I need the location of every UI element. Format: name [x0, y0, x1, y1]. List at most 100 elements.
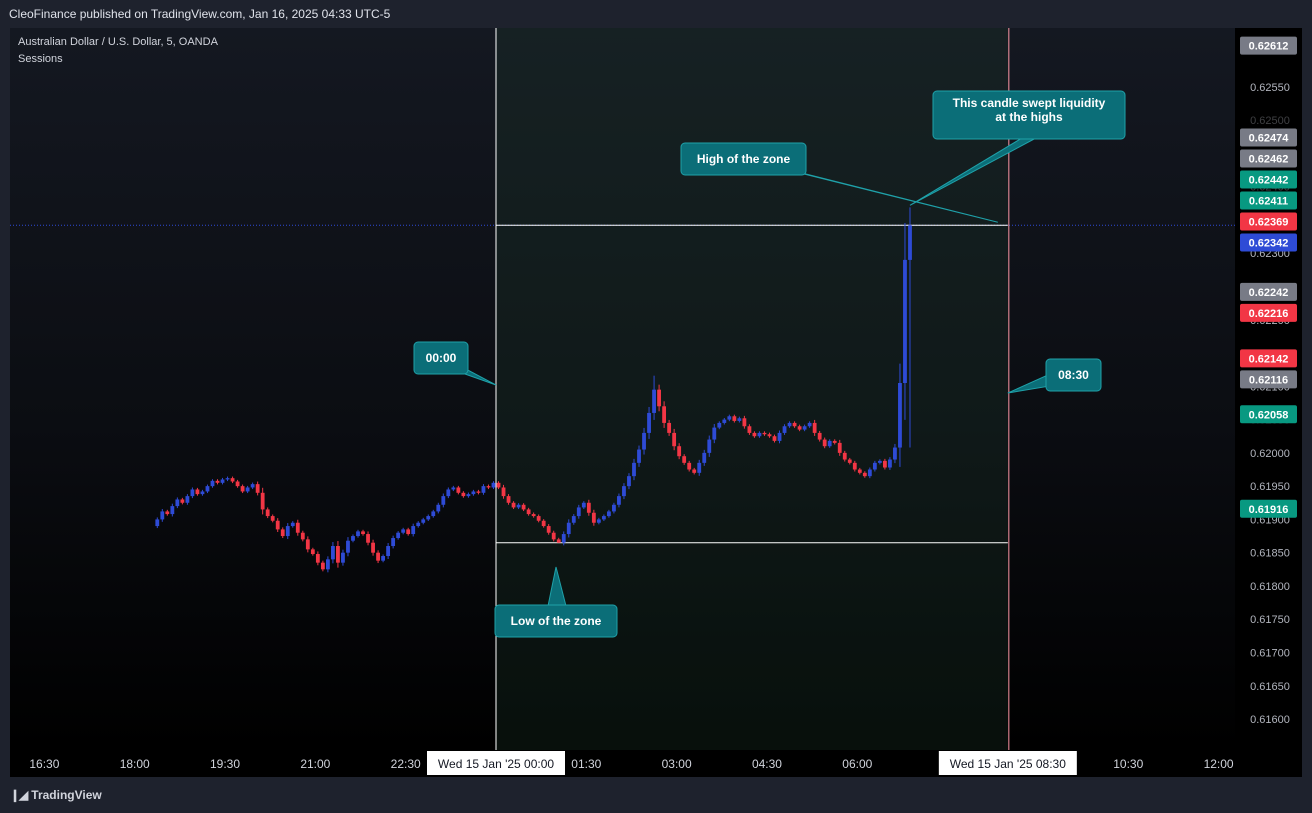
candle-body [647, 412, 651, 433]
candle-body [596, 519, 601, 523]
candle-body [627, 476, 631, 487]
candle-body [185, 496, 190, 503]
time-tick-label: 03:00 [662, 757, 692, 771]
time-axis[interactable] [10, 750, 1302, 777]
callout-box [1045, 358, 1102, 392]
price-badge: 0.62116 [1240, 370, 1297, 389]
candle-body [822, 439, 827, 447]
candle-body [857, 469, 862, 473]
candle-body [471, 491, 476, 495]
time-tick-label: 12:00 [1204, 757, 1234, 771]
candle-body [426, 516, 431, 520]
candle-body [205, 486, 210, 492]
publish-info: CleoFinance published on TradingView.com… [9, 7, 391, 21]
candle-body [672, 432, 677, 447]
chart-legend: Australian Dollar / U.S. Dollar, 5, OAND… [18, 34, 218, 68]
candle-body [476, 491, 481, 493]
candle-body [255, 484, 260, 493]
tradingview-logo[interactable]: ❙◢ TradingView [10, 788, 102, 802]
price-badge-value: 0.62058 [1249, 409, 1289, 421]
callout-text: This candle swept liquidity [953, 96, 1106, 110]
candle-body [371, 542, 375, 553]
publish-header: CleoFinance published on TradingView.com… [0, 0, 1312, 28]
candle-body [576, 507, 581, 517]
price-badge: 0.62474 [1240, 128, 1297, 147]
candle-body [541, 520, 546, 527]
callout-box [680, 142, 807, 176]
candle-body [511, 502, 516, 508]
candle-body [190, 489, 195, 497]
candle-body [431, 511, 436, 517]
candle-body [165, 511, 170, 515]
candle-body [391, 538, 396, 547]
price-tick-label: 0.61700 [1250, 647, 1290, 659]
candle-body [245, 487, 250, 492]
session-zone-fill [496, 28, 1008, 750]
candle-body [351, 536, 355, 541]
candle-body [877, 460, 882, 463]
callout-text: 08:30 [1058, 368, 1089, 382]
time-tick-label: 16:30 [29, 757, 59, 771]
candle-body [215, 480, 220, 483]
date-label-text: Wed 15 Jan '25 00:00 [438, 757, 554, 771]
candle-body [225, 478, 230, 480]
candle-body [722, 419, 727, 423]
callout-box [932, 90, 1126, 140]
candle-body [220, 479, 225, 483]
time-tick-label: 06:00 [842, 757, 872, 771]
price-badge-bg [1240, 282, 1297, 301]
price-badge: 0.62342 [1240, 233, 1297, 252]
price-axis[interactable] [1235, 28, 1302, 750]
candle-body [862, 472, 867, 477]
candle-body [586, 502, 591, 513]
price-badge-bg [1240, 370, 1297, 389]
indicator-name[interactable]: Sessions [18, 53, 63, 65]
candle-body [817, 432, 822, 440]
candle-body [787, 422, 792, 427]
price-badge-bg [1240, 233, 1297, 252]
candle-body [807, 422, 812, 427]
price-badge-value: 0.62142 [1249, 353, 1289, 365]
candle-body [792, 422, 797, 427]
candle-body [546, 526, 551, 533]
candle-body [677, 446, 682, 457]
candle-body [461, 492, 466, 497]
price-tick-label: 0.61850 [1250, 548, 1290, 560]
footer: ❙◢ TradingView [0, 777, 1312, 813]
candle-body [451, 487, 456, 490]
annotation-zone-high: High of the zone [680, 142, 998, 223]
candle-body [777, 432, 782, 441]
price-badge: 0.62411 [1240, 191, 1297, 210]
candle-body [802, 426, 807, 430]
candle-body [285, 526, 290, 537]
price-badge-bg [1240, 170, 1297, 189]
candle-body [742, 418, 747, 427]
annotation-zone-low: Low of the zone [494, 566, 618, 638]
candle-body [366, 534, 370, 543]
candle-body [566, 522, 571, 535]
candle-body [882, 460, 887, 468]
candle-body [270, 516, 275, 521]
callout-text: at the highs [995, 110, 1063, 124]
candle-body [325, 559, 330, 570]
candle-body [637, 449, 641, 463]
candle-body [812, 422, 817, 433]
candle-body [290, 522, 295, 527]
time-tick-label: 21:00 [300, 757, 330, 771]
price-badge-bg [1240, 191, 1297, 210]
candle-body [446, 489, 451, 497]
time-tick-label: 10:30 [1113, 757, 1143, 771]
price-badge-value: 0.62369 [1249, 216, 1289, 228]
symbol-title[interactable]: Australian Dollar / U.S. Dollar, 5, OAND… [18, 36, 218, 48]
time-tick-label: 01:30 [571, 757, 601, 771]
price-tick-label: 0.62500 [1250, 115, 1290, 127]
candle-body [315, 554, 320, 563]
price-badge-bg [1240, 128, 1297, 147]
right-margin [1302, 28, 1312, 777]
candle-body [336, 546, 340, 563]
candle-body [331, 546, 335, 560]
price-badge-value: 0.61916 [1249, 504, 1289, 516]
price-tick-label: 0.61950 [1250, 481, 1290, 493]
price-badge: 0.61916 [1240, 499, 1297, 518]
